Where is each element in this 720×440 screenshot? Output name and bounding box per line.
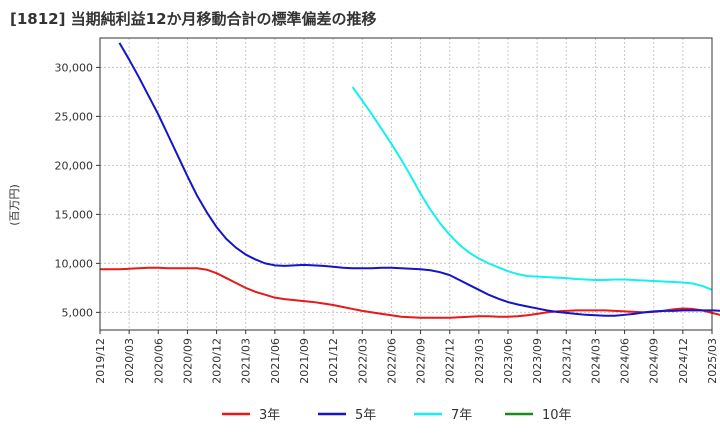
x-tick-label: 2020/06 bbox=[152, 338, 165, 384]
x-tick-label: 2023/09 bbox=[531, 338, 544, 384]
y-axis-ticks: 5,000 10,000 15,000 20,000 25,000 30,000 bbox=[55, 61, 100, 319]
x-tick-label: 2021/06 bbox=[269, 338, 282, 384]
x-tick-label: 2020/12 bbox=[211, 338, 224, 384]
series-line-1 bbox=[118, 42, 720, 317]
x-tick-label: 2024/09 bbox=[648, 338, 661, 384]
x-tick-label: 2020/03 bbox=[123, 338, 136, 384]
x-tick-label: 2024/12 bbox=[677, 338, 690, 384]
x-tick-label: 2022/03 bbox=[356, 338, 369, 384]
series-line-2 bbox=[351, 86, 713, 291]
legend-label-2: 7年 bbox=[451, 408, 472, 423]
chart-title: [1812] 当期純利益12か月移動合計の標準偏差の推移 bbox=[10, 10, 377, 28]
x-tick-label: 2019/12 bbox=[94, 338, 107, 384]
x-axis-ticks: 2019/12 2020/03 2020/06 2020/09 2020/12 2021/… bbox=[94, 330, 719, 384]
plot-frame bbox=[99, 37, 713, 331]
x-tick-label: 2021/09 bbox=[298, 338, 311, 384]
x-tick-label: 2021/12 bbox=[327, 338, 340, 384]
x-tick-label: 2023/03 bbox=[473, 338, 486, 384]
y-tick-label: 10,000 bbox=[55, 257, 94, 270]
x-tick-label: 2023/06 bbox=[502, 338, 515, 384]
x-tick-label: 2023/12 bbox=[560, 338, 573, 384]
x-tick-label: 2024/06 bbox=[619, 338, 632, 384]
y-tick-label: 5,000 bbox=[62, 306, 94, 319]
x-tick-label: 2024/03 bbox=[589, 338, 602, 384]
x-tick-label: 2022/09 bbox=[415, 338, 428, 384]
y-tick-label: 20,000 bbox=[55, 159, 94, 172]
x-tick-label: 2022/06 bbox=[385, 338, 398, 384]
legend-label-3: 10年 bbox=[542, 408, 572, 423]
x-tick-label: 2022/12 bbox=[444, 338, 457, 384]
legend-label-1: 5年 bbox=[355, 408, 376, 423]
x-tick-label: 2020/09 bbox=[181, 338, 194, 384]
y-tick-label: 30,000 bbox=[55, 61, 94, 74]
x-tick-label: 2021/03 bbox=[240, 338, 253, 384]
y-tick-label: 15,000 bbox=[55, 208, 94, 221]
series-lines bbox=[100, 42, 720, 319]
legend-label-0: 3年 bbox=[259, 408, 280, 423]
legend: 3年 5年 7年 10年 bbox=[222, 408, 572, 423]
y-axis-label: (百万円) bbox=[8, 184, 21, 226]
y-tick-label: 25,000 bbox=[55, 110, 94, 123]
x-tick-label: 2025/03 bbox=[706, 338, 719, 384]
